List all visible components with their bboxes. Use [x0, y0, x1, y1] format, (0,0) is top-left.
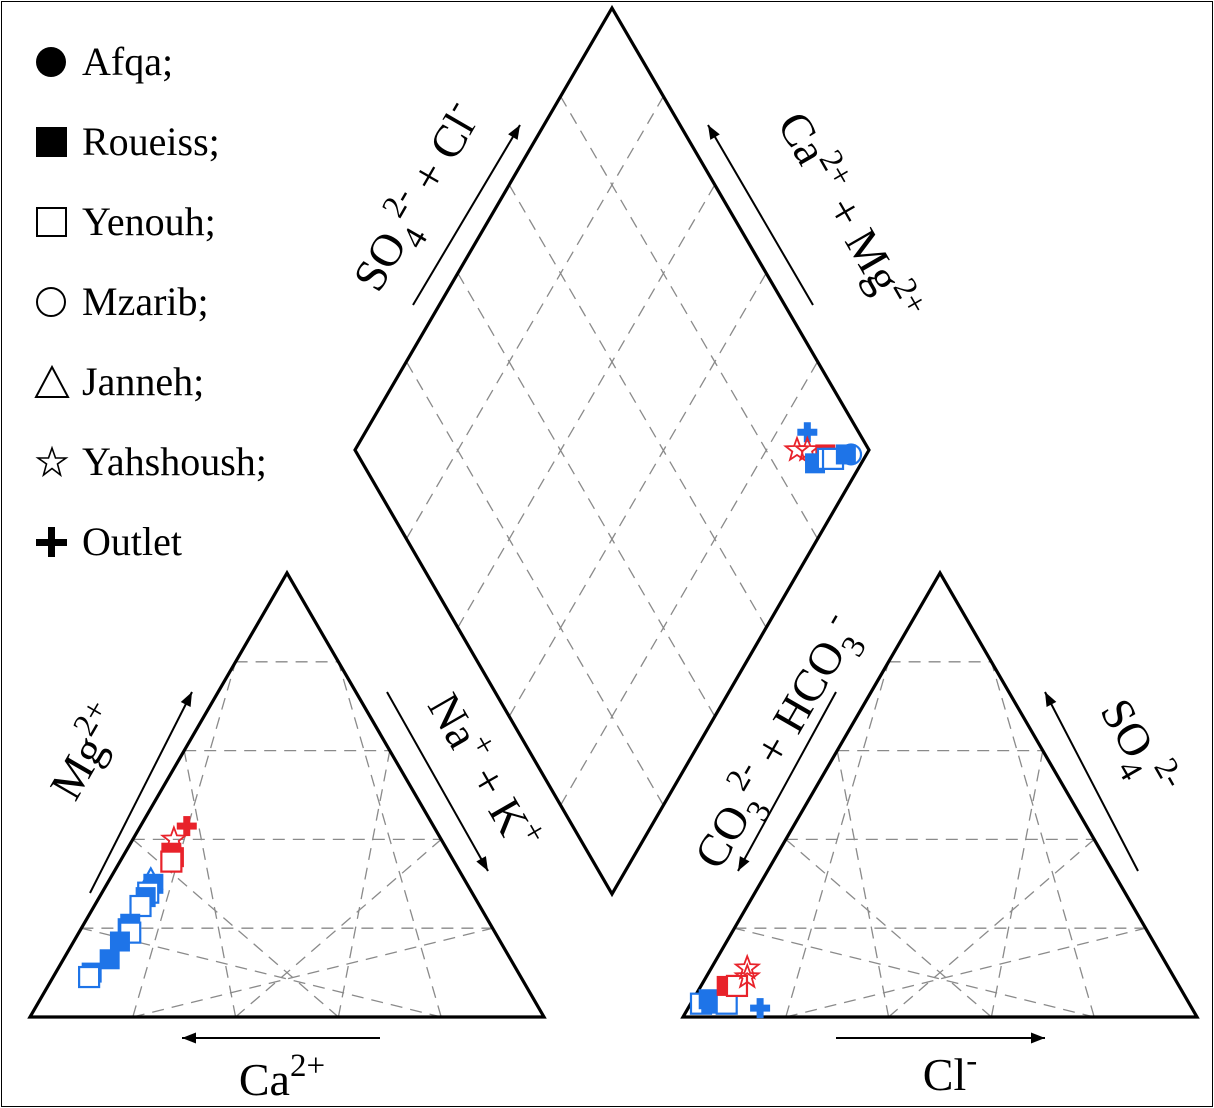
data-point-filled-square — [835, 444, 856, 465]
data-point-open-square — [129, 894, 152, 918]
grid-line — [508, 272, 767, 717]
diamond — [353, 4, 871, 898]
ca-arrow-head — [182, 1032, 196, 1044]
grid-line — [235, 838, 442, 1018]
axis-arrows — [89, 124, 1139, 1044]
data-point-open-star — [159, 824, 188, 852]
co3-hco3-arrow — [737, 691, 837, 872]
legend-item-yenouh: Yenouh; — [34, 202, 334, 242]
data-point-filled-square — [109, 931, 130, 952]
anion-triangle — [680, 569, 1200, 1019]
data-point-plus — [797, 422, 818, 443]
mg-axis-label: Mg2+ — [35, 694, 134, 808]
grid-line — [132, 927, 493, 1018]
cl-arrow-head — [1031, 1032, 1045, 1044]
legend-label: Mzarib; — [82, 279, 209, 324]
grid-line — [734, 927, 1095, 1018]
legend-label: Afqa; — [82, 39, 174, 84]
so4-arrow-head — [1045, 692, 1057, 707]
legend-item-afqa: Afqa; — [34, 42, 334, 82]
grid-line — [785, 927, 1146, 1018]
grid-line — [560, 361, 819, 806]
ca-mg-axis-label: Ca2+ + Mg2+ — [768, 100, 934, 331]
so4-cl-arrow-head — [508, 125, 520, 140]
data-point-plus — [176, 816, 197, 837]
grid-line — [337, 661, 442, 1018]
open-circle-icon — [34, 284, 70, 320]
ca-mg-arrow-head — [708, 125, 720, 140]
plus-bar — [797, 428, 818, 436]
legend-label: Yenouh; — [82, 199, 216, 244]
na-k-arrow-head — [476, 856, 488, 871]
legend-label: Janneh; — [82, 359, 205, 404]
grid-line — [785, 838, 992, 1018]
data-point-open-square — [160, 850, 183, 873]
co3-hco3-axis-label: CO32- + HCO3- — [679, 605, 879, 883]
data-point-plus — [750, 998, 771, 1019]
grid-line — [990, 750, 1044, 1018]
legend-label: Yahshoush; — [82, 439, 267, 484]
plus-icon — [34, 524, 70, 560]
so4-arrow — [1044, 691, 1139, 872]
mg-arrow — [89, 691, 193, 894]
data-point-open-star — [783, 435, 812, 462]
legend-item-outlet: Outlet — [34, 522, 334, 562]
legend-label: Outlet — [82, 519, 182, 564]
grid-line — [990, 661, 1095, 1018]
legend-item-roueiss: Roueiss; — [34, 122, 334, 162]
grid-line — [457, 272, 716, 717]
cation-triangle — [27, 569, 547, 1019]
grid-line — [836, 750, 890, 1018]
grid-line — [508, 184, 767, 628]
grid-line — [457, 184, 716, 628]
ca-axis-label: Ca2+ — [239, 1048, 325, 1105]
data-point-open-square — [725, 974, 749, 998]
plus-bar — [750, 1004, 771, 1012]
grid-line — [81, 927, 442, 1018]
cl-axis-label: Cl- — [923, 1043, 977, 1100]
grid-lines — [81, 96, 1146, 1018]
open-triangle-icon — [34, 364, 70, 400]
grid-line — [405, 96, 664, 540]
data-point-filled-square — [99, 949, 120, 970]
legend-item-yahshoush: Yahshoush; — [34, 442, 334, 482]
legend-label: Roueiss; — [82, 119, 220, 164]
grid-line — [888, 838, 1095, 1018]
na-k-arrow — [386, 691, 489, 872]
grid-line — [405, 361, 664, 806]
plus-bar — [176, 822, 197, 830]
grid-line — [337, 750, 391, 1018]
so4-cl-arrow — [412, 124, 521, 306]
filled-circle-icon — [34, 44, 70, 80]
grid-line — [560, 96, 819, 540]
ca-mg-arrow — [707, 124, 814, 306]
data-point-open-square — [78, 965, 101, 989]
data-markers — [78, 422, 863, 1019]
diagram-outlines — [27, 4, 1200, 1019]
co3-hco3-arrow-head — [738, 856, 750, 871]
filled-square-icon — [34, 124, 70, 160]
legend-item-janneh: Janneh; — [34, 362, 334, 402]
data-point-open-star — [733, 953, 762, 981]
open-square-icon — [34, 204, 70, 240]
legend-item-mzarib: Mzarib; — [34, 282, 334, 322]
data-point-open-circle — [839, 443, 863, 466]
data-point-open-star — [733, 962, 762, 989]
grid-line — [183, 750, 237, 1018]
open-star-icon — [34, 444, 70, 480]
mg-arrow-head — [180, 692, 192, 707]
axis-labels: Mg2+Ca2+Na+ + K+ CO32- + HCO3-Cl-SO42-SO4… — [35, 92, 1192, 1105]
